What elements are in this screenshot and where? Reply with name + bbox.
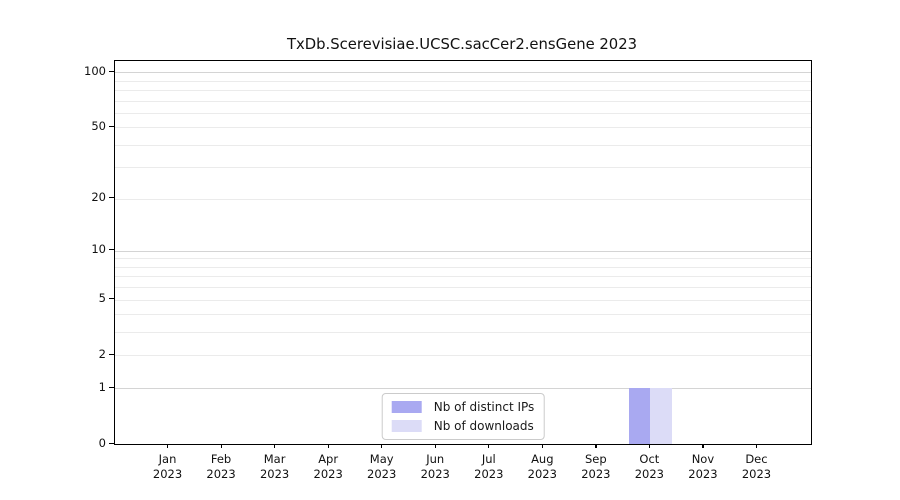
y-tick-10 [109,249,114,251]
gridline-y-4 [115,314,811,316]
plot-area: Nb of distinct IPs Nb of downloads [114,60,812,445]
chart-title: TxDb.Scerevisiae.UCSC.sacCer2.ensGene 20… [286,36,638,53]
gridlines-layer [115,61,811,444]
gridline-y-9 [115,258,811,260]
bar-nb-of-distinct-ips-oct-2023 [628,388,651,444]
x-tick-label-oct-2023: Oct 2023 [617,452,681,481]
gridline-y-5 [115,299,811,301]
gridline-y-8 [115,266,811,268]
legend: Nb of distinct IPs Nb of downloads [381,393,545,440]
x-tick-oct-2023 [648,444,651,448]
x-tick-label-aug-2023: Aug 2023 [510,452,574,481]
y-tick-100 [109,70,114,72]
y-tick-20 [109,197,114,199]
x-tick-month: Aug [531,452,554,466]
y-tick-5 [109,298,114,300]
x-tick-year: 2023 [152,466,183,481]
x-tick-month: Oct [639,452,660,466]
x-tick-label-mar-2023: Mar 2023 [243,452,307,481]
gridline-y-10 [115,250,811,252]
x-tick-label-sep-2023: Sep 2023 [564,452,628,481]
x-tick-mar-2023 [274,444,276,448]
x-tick-month: Apr [318,452,339,466]
x-tick-year: 2023 [206,466,236,481]
x-tick-month: Mar [263,452,286,466]
x-tick-month: May [369,452,394,466]
gridline-y-50 [115,127,811,129]
x-tick-label-apr-2023: Apr 2023 [296,452,360,481]
gridline-y-1 [115,388,811,390]
x-tick-label-nov-2023: Nov 2023 [671,452,735,481]
legend-label-nb-of-downloads: Nb of downloads [433,419,534,433]
legend-item-nb-of-distinct-ips: Nb of distinct IPs [391,400,535,414]
y-tick-1 [109,386,114,388]
legend-label-nb-of-distinct-ips: Nb of distinct IPs [433,400,535,414]
gridline-y-60 [115,112,811,114]
x-tick-month: Dec [745,452,768,466]
gridline-y-7 [115,276,811,278]
y-tick-label-100: 100 [84,63,106,78]
x-tick-feb-2023 [220,444,222,448]
x-tick-jul-2023 [488,444,490,448]
x-tick-label-jun-2023: Jun 2023 [403,452,467,481]
y-tick-label-0: 0 [98,435,106,450]
x-tick-nov-2023 [702,444,704,448]
y-tick-label-5: 5 [98,291,106,306]
x-tick-year: 2023 [420,466,450,481]
x-tick-year: 2023 [688,466,718,481]
legend-swatch-nb-of-downloads [391,420,422,432]
gridline-y-2 [115,355,811,357]
x-tick-year: 2023 [367,466,397,481]
x-tick-dec-2023 [755,444,758,448]
y-tick-0 [109,442,114,444]
x-tick-year: 2023 [259,466,290,481]
x-tick-label-jan-2023: Jan 2023 [136,452,200,481]
gridline-y-6 [115,287,811,289]
gridline-y-80 [115,89,811,91]
x-tick-month: Jan [158,452,177,466]
gridline-y-3 [115,332,811,334]
x-tick-year: 2023 [527,466,557,481]
legend-item-nb-of-downloads: Nb of downloads [391,419,535,433]
gridline-y-30 [115,167,811,169]
bar-nb-of-downloads-oct-2023 [650,388,672,444]
x-tick-month: Nov [691,452,715,466]
x-tick-month: Feb [210,452,232,466]
x-tick-year: 2023 [634,466,665,481]
x-tick-label-dec-2023: Dec 2023 [724,452,788,481]
gridline-y-20 [115,198,811,200]
y-tick-label-20: 20 [91,190,106,205]
x-tick-may-2023 [381,444,383,448]
gridline-y-70 [115,100,811,102]
x-tick-year: 2023 [581,466,611,481]
x-tick-month: Jul [481,452,496,466]
x-tick-jun-2023 [434,444,436,448]
y-tick-label-50: 50 [91,118,106,133]
x-tick-apr-2023 [327,444,329,448]
x-tick-year: 2023 [313,466,343,481]
x-tick-month: Sep [585,452,607,466]
y-tick-label-1: 1 [98,379,106,394]
x-tick-year: 2023 [474,466,504,481]
gridline-y-40 [115,144,811,146]
gridline-y-100 [115,72,811,74]
y-tick-2 [109,353,114,356]
x-tick-aug-2023 [541,444,543,448]
x-tick-label-jul-2023: Jul 2023 [457,452,521,481]
bars-layer [115,61,811,444]
x-tick-jan-2023 [167,444,169,448]
y-tick-50 [109,125,114,127]
y-tick-label-10: 10 [91,242,106,257]
gridline-y-90 [115,80,811,82]
x-tick-label-may-2023: May 2023 [350,452,414,481]
legend-swatch-nb-of-distinct-ips [391,401,422,413]
x-tick-label-feb-2023: Feb 2023 [189,452,253,481]
y-tick-label-2: 2 [98,346,106,361]
x-tick-month: Jun [426,452,445,466]
x-tick-sep-2023 [595,444,597,448]
x-tick-year: 2023 [741,466,772,481]
